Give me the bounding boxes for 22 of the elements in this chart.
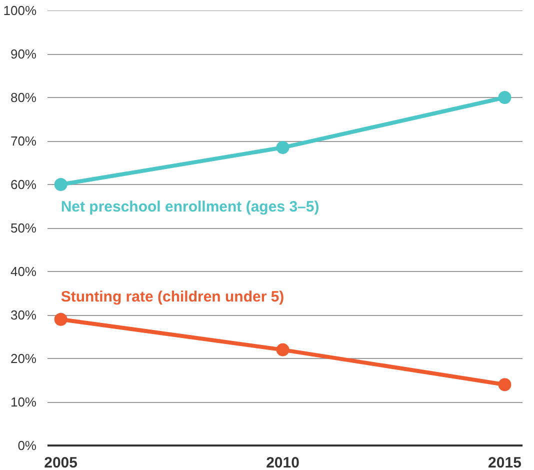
y-tick-label: 100% [3, 3, 37, 18]
series-label: Net preschool enrollment (ages 3–5) [60, 198, 320, 216]
series-label: Stunting rate (children under 5) [60, 288, 284, 306]
y-tick-label: 70% [10, 134, 37, 148]
point [54, 178, 68, 191]
y-tick-label: 10% [10, 394, 37, 410]
point [498, 378, 512, 392]
y-tick-label: 60% [10, 177, 37, 192]
y-tick-label: 40% [10, 264, 37, 279]
point [276, 343, 290, 356]
y-tick-label: 30% [10, 308, 37, 322]
x-tick-label: 2010 [266, 454, 300, 470]
point [276, 141, 290, 154]
y-tick-label: 80% [10, 90, 37, 105]
x-tick-label: 2015 [488, 454, 522, 470]
y-tick-label: 50% [10, 220, 37, 236]
y-tick-label: 20% [10, 351, 37, 366]
y-tick-label: 0% [18, 438, 37, 453]
y-tick-label: 90% [10, 46, 37, 62]
point [498, 91, 512, 104]
x-tick-label: 2005 [44, 454, 78, 470]
point [54, 312, 68, 326]
